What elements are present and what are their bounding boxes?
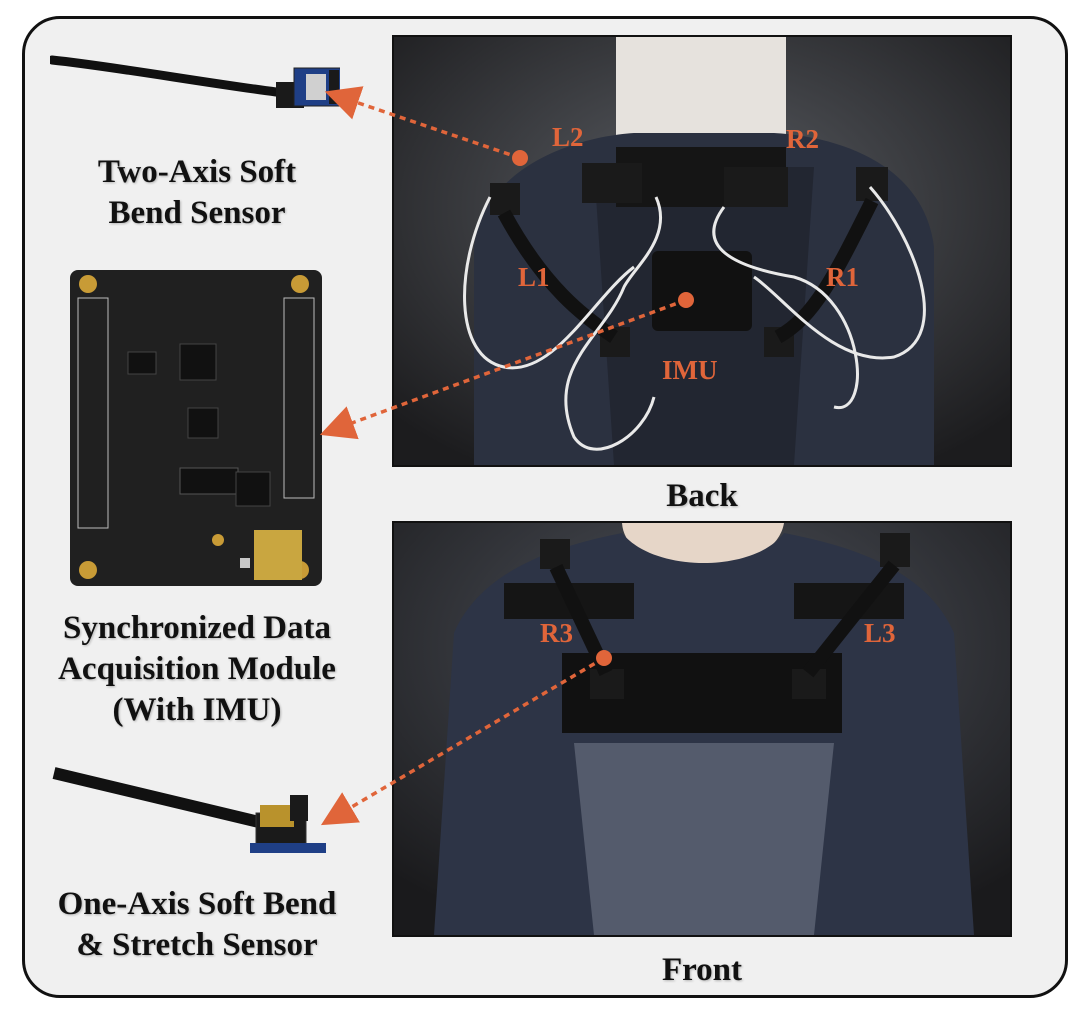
- front-caption: Front: [661, 952, 743, 988]
- two-axis-sensor-caption: Two-Axis Soft Bend Sensor: [97, 154, 297, 231]
- dot-l2: [512, 150, 528, 166]
- back-caption: Back: [666, 478, 738, 514]
- daq-module-caption: Synchronized Data Acquisition Module (Wi…: [58, 610, 336, 728]
- dot-imu: [678, 292, 694, 308]
- front-photo: [392, 521, 1012, 937]
- daq-module-board-image: [70, 270, 322, 586]
- label-r1: R1: [826, 262, 859, 292]
- front-photo-drawing: [394, 523, 1010, 935]
- one-axis-sensor-caption: One-Axis Soft Bend & Stretch Sensor: [57, 886, 337, 963]
- label-imu: IMU: [662, 355, 718, 385]
- label-l1: L1: [518, 262, 550, 292]
- label-l3: L3: [864, 618, 896, 648]
- arrow-imu-to-module: [319, 298, 687, 440]
- label-r3: R3: [540, 618, 573, 648]
- label-r2: R2: [786, 124, 819, 154]
- one-axis-sensor-image: [52, 767, 326, 853]
- dot-r3: [596, 650, 612, 666]
- back-photo: [392, 35, 1012, 467]
- back-photo-drawing: [394, 37, 1010, 465]
- arrow-l2-to-two-axis-sensor: [324, 86, 521, 160]
- arrow-r3-to-one-axis-sensor: [320, 656, 605, 826]
- label-l2: L2: [552, 122, 584, 152]
